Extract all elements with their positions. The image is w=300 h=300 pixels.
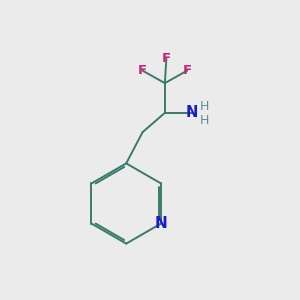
Text: H: H (200, 114, 209, 127)
Text: F: F (138, 64, 147, 77)
Text: N: N (154, 216, 167, 231)
Text: F: F (183, 64, 192, 77)
Text: F: F (162, 52, 171, 65)
Text: H: H (200, 100, 209, 113)
Text: N: N (185, 105, 198, 120)
